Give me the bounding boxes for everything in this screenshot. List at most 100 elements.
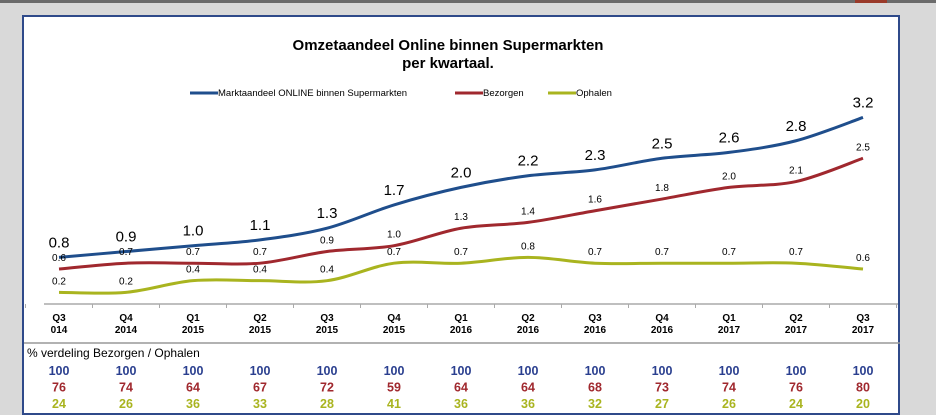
x-tick-label: Q1 [722, 313, 736, 324]
series-ophalen-data-label: 0.7 [387, 247, 401, 258]
total-row-cell: 100 [116, 364, 137, 378]
bezorgen-row-cell: 73 [655, 381, 669, 395]
x-tick-label: Q1 [454, 313, 468, 324]
chart-subtitle: per kwartaal. [402, 55, 494, 72]
series-ophalen-line [58, 255, 864, 295]
series-online-data-label: 2.2 [518, 153, 539, 170]
x-tick-label: Q2 [521, 313, 535, 324]
ophalen-row-cell: 26 [119, 397, 133, 411]
series-online-data-label: 2.3 [585, 147, 606, 164]
series-ophalen-data-label: 0.2 [52, 276, 66, 287]
x-tick-label: 2015 [383, 325, 406, 336]
series-online-data-label: 0.9 [116, 229, 137, 246]
total-row-cell: 100 [853, 364, 874, 378]
series-online-line [58, 116, 864, 259]
bezorgen-row-cell: 76 [789, 381, 803, 395]
series-ophalen-data-label: 0.7 [722, 247, 736, 258]
total-row-cell: 100 [317, 364, 338, 378]
total-row-cell: 100 [49, 364, 70, 378]
x-tick-label: 2015 [316, 325, 339, 336]
series-bezorgen-data-label: 0.7 [186, 247, 200, 258]
table-title: % verdeling Bezorgen / Ophalen [27, 346, 200, 360]
series-bezorgen-data-label: 1.0 [387, 230, 401, 241]
bezorgen-row-cell: 64 [186, 381, 200, 395]
x-tick-label: 2017 [718, 325, 741, 336]
series-bezorgen-data-label: 1.8 [655, 183, 669, 194]
series-bezorgen-data-label: 0.6 [52, 253, 66, 264]
total-row-cell: 100 [585, 364, 606, 378]
ophalen-row-cell: 41 [387, 397, 401, 411]
ophalen-row-cell: 36 [454, 397, 468, 411]
x-tick-label: Q4 [655, 313, 669, 324]
series-ophalen-data-label: 0.7 [454, 247, 468, 258]
series-bezorgen-data-label: 1.6 [588, 195, 602, 206]
series-bezorgen-data-label: 2.5 [856, 142, 870, 153]
bezorgen-row-cell: 74 [722, 381, 736, 395]
series-online-data-label: 2.0 [451, 164, 472, 181]
series-ophalen-data-label: 0.4 [253, 265, 267, 276]
ophalen-row-cell: 36 [186, 397, 200, 411]
legend-label: Bezorgen [483, 88, 524, 99]
series-online-data-label: 1.1 [250, 217, 271, 234]
series-online-data-label: 2.6 [719, 129, 740, 146]
legend-label: Ophalen [576, 88, 612, 99]
bezorgen-row-cell: 59 [387, 381, 401, 395]
bezorgen-row-cell: 68 [588, 381, 602, 395]
series-bezorgen-data-label: 0.7 [119, 247, 133, 258]
top-bar [0, 0, 936, 3]
total-row-cell: 100 [451, 364, 472, 378]
x-tick-label: Q2 [253, 313, 267, 324]
ophalen-row-cell: 33 [253, 397, 267, 411]
chart-title: Omzetaandeel Online binnen Supermarkten [293, 37, 604, 54]
total-row-cell: 100 [183, 364, 204, 378]
series-online-data-label: 1.0 [183, 223, 204, 240]
series-bezorgen-data-label: 2.0 [722, 171, 736, 182]
x-tick-label: 2016 [517, 325, 540, 336]
x-tick-label: 2016 [651, 325, 674, 336]
series-online-data-label: 1.3 [317, 205, 338, 222]
series-bezorgen-data-label: 2.1 [789, 166, 803, 177]
total-row-cell: 100 [518, 364, 539, 378]
series-bezorgen-data-label: 1.3 [454, 212, 468, 223]
series-bezorgen-data-label: 0.9 [320, 236, 334, 247]
series-online-data-label: 2.8 [786, 118, 807, 135]
x-tick-label: Q4 [119, 313, 133, 324]
x-tick-label: Q3 [856, 313, 870, 324]
top-bar-accent [855, 0, 887, 3]
series-ophalen-data-label: 0.7 [655, 247, 669, 258]
x-tick-label: 2016 [584, 325, 607, 336]
series-ophalen-data-label: 0.6 [856, 253, 870, 264]
x-tick-label: Q3 [588, 313, 602, 324]
bezorgen-row-cell: 74 [119, 381, 133, 395]
legend: Marktaandeel ONLINE binnen Supermarkten B… [190, 88, 612, 99]
x-tick-label: 2015 [182, 325, 205, 336]
series-ophalen-data-label: 0.4 [320, 265, 334, 276]
x-tick-label: 2017 [852, 325, 875, 336]
x-tick-label: 2017 [785, 325, 808, 336]
bezorgen-row-cell: 80 [856, 381, 870, 395]
x-tick-label: Q1 [186, 313, 200, 324]
series-ophalen-data-label: 0.8 [521, 241, 535, 252]
total-row-cell: 100 [719, 364, 740, 378]
total-row-cell: 100 [250, 364, 271, 378]
x-tick-label: 2016 [450, 325, 473, 336]
series-online-data-label: 3.2 [853, 94, 874, 111]
total-row-cell: 100 [384, 364, 405, 378]
ophalen-row-cell: 36 [521, 397, 535, 411]
x-tick-label: 2015 [249, 325, 272, 336]
x-tick-label: Q3 [320, 313, 334, 324]
bezorgen-row-cell: 64 [454, 381, 468, 395]
ophalen-row-cell: 28 [320, 397, 334, 411]
x-tick-label: Q4 [387, 313, 401, 324]
series-online-data-label: 2.5 [652, 135, 673, 152]
legend-label: Marktaandeel ONLINE binnen Supermarkten [218, 88, 407, 99]
x-tick-label: 2014 [115, 325, 138, 336]
series-ophalen-data-label: 0.2 [119, 276, 133, 287]
series-online-data-label: 0.8 [49, 234, 70, 251]
ophalen-row-cell: 32 [588, 397, 602, 411]
series-bezorgen-data-label: 1.4 [521, 206, 535, 217]
x-tick-label: 014 [51, 325, 68, 336]
ophalen-row-cell: 24 [789, 397, 803, 411]
total-row-cell: 100 [652, 364, 673, 378]
